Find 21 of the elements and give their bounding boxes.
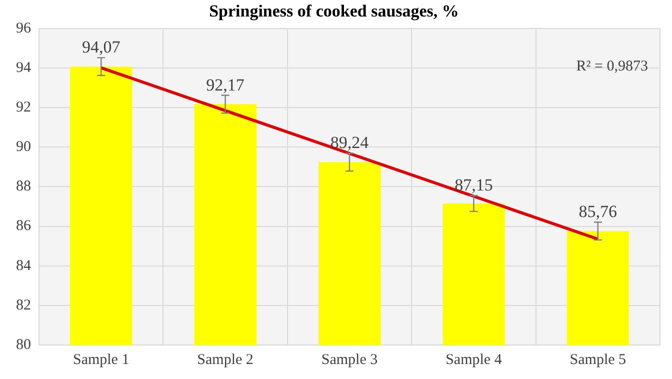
y-tick-label: 92 xyxy=(16,99,31,116)
x-tick-label: Sample 1 xyxy=(72,352,130,368)
data-label: 87,15 xyxy=(454,176,493,195)
x-tick-label: Sample 5 xyxy=(570,352,626,368)
y-tick-label: 90 xyxy=(16,139,31,156)
y-tick-label: 94 xyxy=(16,60,32,76)
x-tick-label: Sample 2 xyxy=(197,352,254,368)
data-label: 85,76 xyxy=(578,202,618,222)
data-label: 94,07 xyxy=(82,38,121,57)
x-tick-label: Sample 4 xyxy=(446,352,502,368)
x-tick-label: Sample 3 xyxy=(321,352,378,368)
annotation: R² = 0,9873 xyxy=(576,58,648,74)
y-tick-label: 96 xyxy=(16,20,32,36)
data-label: 89,24 xyxy=(330,133,370,152)
y-tick-label: 80 xyxy=(16,336,31,353)
chart-title: Springiness of cooked sausages, % xyxy=(209,2,459,21)
y-tick-label: 82 xyxy=(16,297,31,314)
y-tick-label: 84 xyxy=(16,258,32,274)
data-label: 92,17 xyxy=(206,75,245,94)
y-tick-label: 88 xyxy=(16,178,31,195)
y-tick-label: 86 xyxy=(16,218,32,234)
